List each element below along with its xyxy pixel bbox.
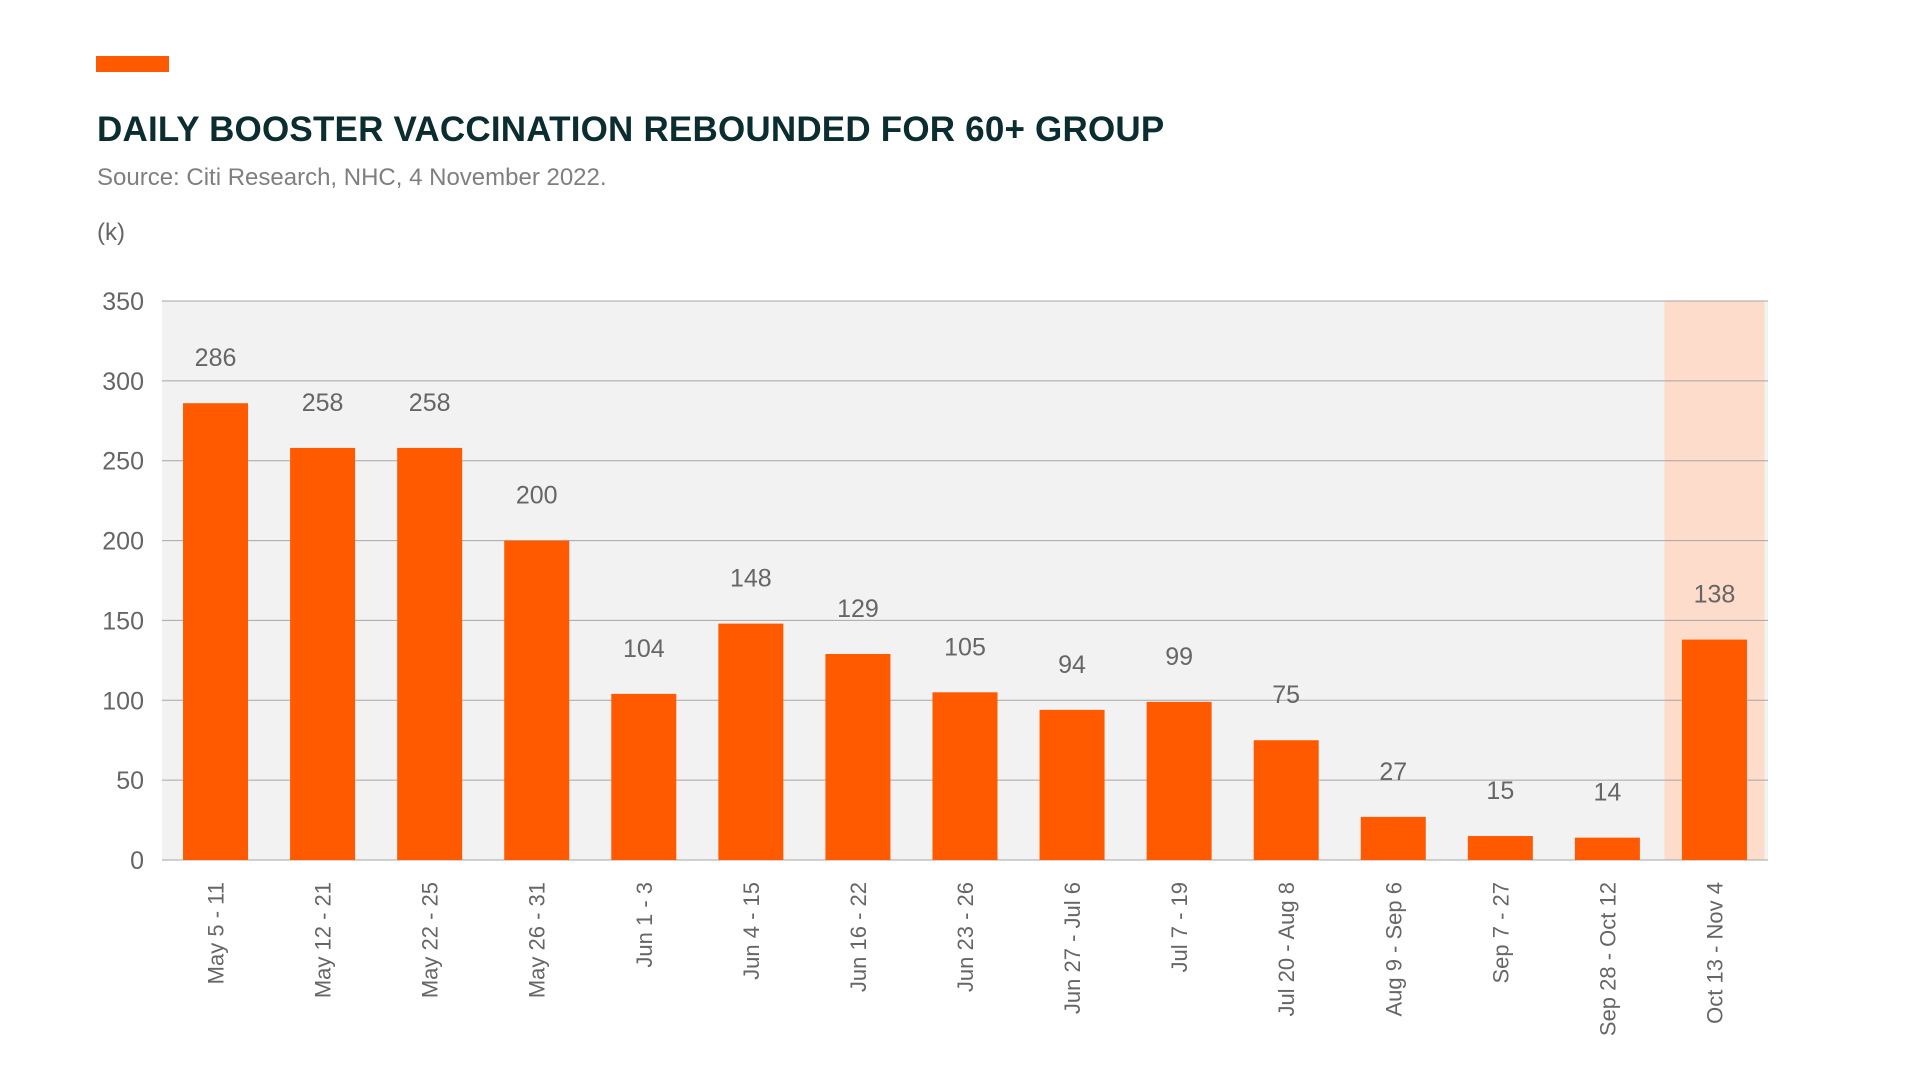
- y-tick-label: 50: [116, 767, 144, 795]
- x-category-label: Sep 7 - 27: [1488, 882, 1513, 984]
- accent-bar: [96, 56, 169, 72]
- x-category-label: Jun 4 - 15: [739, 882, 764, 980]
- chart-title: DAILY BOOSTER VACCINATION REBOUNDED FOR …: [97, 110, 1165, 149]
- source-note: Source: Citi Research, NHC, 4 November 2…: [97, 164, 607, 191]
- y-tick-label: 0: [130, 847, 144, 875]
- bar: [611, 693, 677, 860]
- bar: [1039, 709, 1105, 860]
- bar: [183, 403, 249, 860]
- x-category-label: Jul 20 - Aug 8: [1274, 882, 1299, 1017]
- bar: [1467, 836, 1533, 860]
- bar: [1574, 837, 1640, 860]
- x-category-label: Sep 28 - Oct 12: [1595, 882, 1620, 1036]
- x-category-label: Jun 23 - 26: [953, 882, 978, 992]
- y-tick-label: 250: [102, 448, 144, 476]
- bar: [718, 623, 784, 860]
- y-tick-label: 200: [102, 528, 144, 556]
- bar-value-label: 138: [1694, 581, 1736, 609]
- bar-value-label: 148: [730, 565, 772, 593]
- bar-value-label: 99: [1165, 643, 1193, 671]
- bar: [1360, 816, 1426, 860]
- bar: [825, 653, 891, 860]
- x-category-label: Jun 1 - 3: [632, 882, 657, 968]
- x-category-label: May 26 - 31: [525, 882, 550, 998]
- x-category-label: May 22 - 25: [418, 882, 443, 998]
- y-tick-label: 350: [102, 288, 144, 316]
- y-unit-label: (k): [97, 219, 125, 246]
- bar-value-label: 27: [1379, 758, 1407, 786]
- bar-value-label: 286: [195, 344, 237, 372]
- bar: [1681, 639, 1747, 860]
- bar-value-label: 129: [837, 595, 879, 623]
- x-category-label: Jun 27 - Jul 6: [1060, 882, 1085, 1014]
- bar-value-label: 105: [944, 633, 986, 661]
- bar-value-label: 14: [1593, 779, 1621, 807]
- y-tick-label: 100: [102, 687, 144, 715]
- bar-value-label: 75: [1272, 681, 1300, 709]
- bar: [1146, 701, 1212, 860]
- bar: [1253, 740, 1319, 860]
- x-category-label: May 5 - 11: [204, 882, 229, 984]
- bar-value-label: 104: [623, 635, 665, 663]
- bar-value-label: 258: [302, 389, 344, 417]
- x-category-label: Jun 16 - 22: [846, 882, 871, 992]
- bar-value-label: 258: [409, 389, 451, 417]
- y-tick-label: 300: [102, 368, 144, 396]
- bar: [290, 447, 356, 860]
- bar-value-label: 94: [1058, 651, 1086, 679]
- bar: [504, 540, 570, 860]
- x-category-label: Jul 7 - 19: [1167, 882, 1192, 973]
- bar-value-label: 200: [516, 482, 558, 510]
- x-category-label: Aug 9 - Sep 6: [1381, 882, 1406, 1017]
- x-category-label: May 12 - 21: [311, 882, 336, 998]
- y-tick-label: 150: [102, 607, 144, 635]
- bar-value-label: 15: [1486, 777, 1514, 805]
- bar: [397, 447, 463, 860]
- x-category-label: Oct 13 - Nov 4: [1702, 882, 1727, 1024]
- bar: [932, 692, 998, 860]
